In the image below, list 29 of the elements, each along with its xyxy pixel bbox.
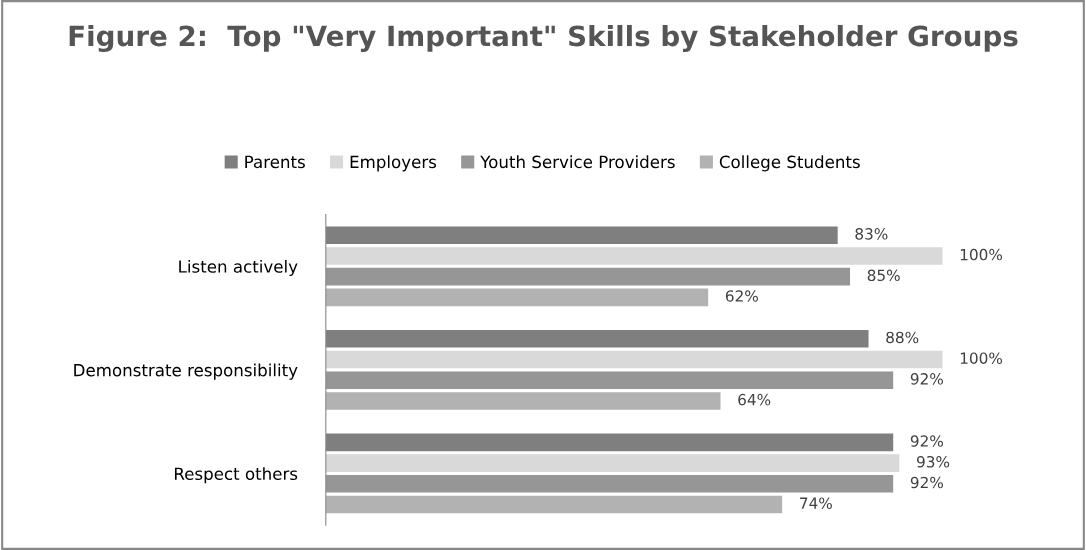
legend-label: Youth Service Providers <box>480 155 675 169</box>
bar <box>325 350 943 369</box>
data-label: 64% <box>738 393 771 406</box>
data-label: 92% <box>910 476 943 489</box>
legend-label: Employers <box>350 155 437 172</box>
chart-title: Figure 2: Top "Very Important" Skills by Stakeholder Groups <box>69 24 1018 53</box>
data-label: 62% <box>725 290 758 302</box>
bar <box>325 247 943 265</box>
y-tick-label: Respect others <box>174 467 298 484</box>
data-label: 83% <box>855 228 888 240</box>
y-tick-label: Demonstrate responsibility <box>74 363 298 380</box>
data-label: 92% <box>910 435 943 447</box>
data-label: 74% <box>800 497 832 509</box>
data-label: 92% <box>910 373 943 385</box>
bar <box>325 267 851 286</box>
data-label: 88% <box>886 331 919 344</box>
legend-label: College Students <box>719 155 860 172</box>
bar <box>325 495 783 514</box>
bar <box>325 288 709 307</box>
data-label: 100% <box>960 248 1003 261</box>
y-tick-label: Listen actively <box>179 259 298 277</box>
data-label: 100% <box>960 352 1003 364</box>
bar <box>325 392 721 410</box>
data-label: 85% <box>867 269 900 282</box>
bar <box>325 475 894 493</box>
bar <box>325 454 900 472</box>
bar <box>325 371 894 390</box>
data-label: 93% <box>917 455 950 468</box>
legend-label: Parents <box>245 155 305 169</box>
